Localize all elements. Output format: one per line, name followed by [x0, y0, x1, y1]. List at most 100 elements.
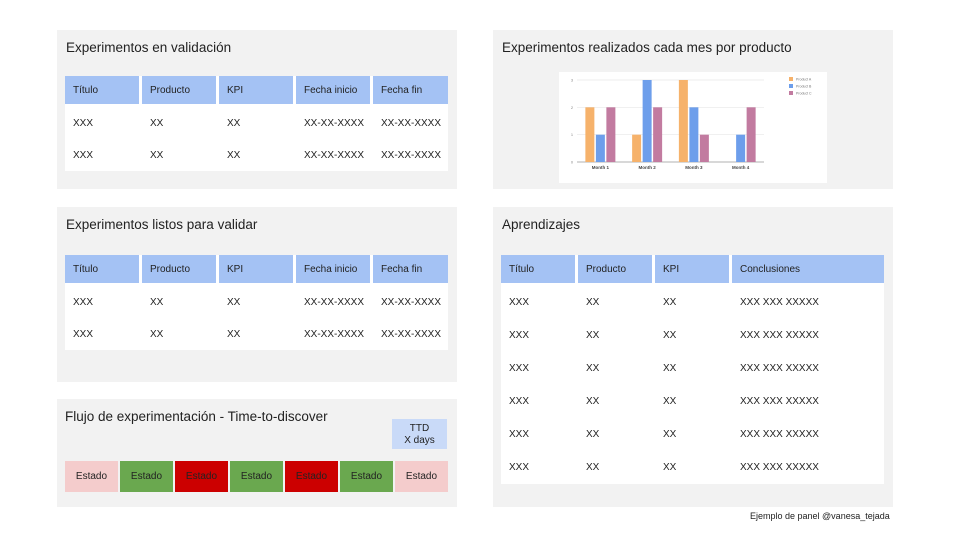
table-cell: XX — [586, 429, 600, 440]
flow-step-pending: Estado — [65, 461, 118, 492]
flow-panel: Flujo de experimentación - Time-to-disco… — [57, 399, 457, 507]
bar-product-c — [699, 134, 709, 162]
table-cell: XXX — [509, 462, 530, 473]
bar-product-b — [736, 134, 746, 162]
ttd-label: TTD — [409, 423, 430, 434]
table-cell: XX-XX-XXXX — [304, 149, 365, 161]
x-tick-label: Month 4 — [732, 165, 750, 170]
table-cell: XXX — [509, 363, 530, 374]
table-cell: XXX XXX XXXXX — [740, 363, 819, 374]
ttd-box: TTD X days — [392, 419, 447, 449]
bar-product-a — [678, 80, 688, 162]
column-header: Título — [501, 255, 578, 286]
table-header-row: Título Producto KPI Fecha inicio Fecha fin — [65, 255, 448, 286]
table-cell: XX-XX-XXXX — [381, 296, 442, 308]
footer-credit: Ejemplo de panel @vanesa_tejada — [750, 511, 890, 521]
ready-table: Título Producto KPI Fecha inicio Fecha fin XX… — [65, 255, 448, 350]
table-row: XXX XX XX XXX XXX XXXXX — [501, 352, 884, 385]
flow-step-ok: Estado — [230, 461, 283, 492]
y-tick-label: 3 — [571, 79, 573, 83]
table-cell: XX-XX-XXXX — [304, 328, 365, 340]
chart-panel: Experimentos realizados cada mes por pro… — [493, 30, 893, 189]
table-cell: XXX XXX XXXXX — [740, 429, 819, 440]
table-cell: XX-XX-XXXX — [381, 117, 442, 129]
flow-steps: Estado Estado Estado Estado Estado Estado Esta… — [65, 461, 448, 492]
table-row: XXX XX XX XXX XXX XXXXX — [501, 385, 884, 418]
ready-panel-title: Experimentos listos para validar — [66, 217, 258, 232]
table-cell: XXX — [73, 296, 94, 308]
flow-step-ok: Estado — [340, 461, 393, 492]
table-cell: XXX — [73, 149, 94, 161]
validation-panel: Experimentos en validación Título Product… — [57, 30, 457, 189]
column-header: KPI — [219, 76, 296, 107]
bar-chart: 0 1 2 3 Month 1 Month 2 Month 3 Month 4 Product … — [571, 77, 812, 170]
table-row: XXX XX XX XX-XX-XXXX XX-XX-XXXX — [65, 318, 448, 350]
table-cell: XX — [150, 328, 164, 340]
validation-panel-title: Experimentos en validación — [66, 40, 232, 55]
table-cell: XX — [663, 462, 677, 473]
table-row: XXX XX XX XXX XXX XXXXX — [501, 319, 884, 352]
table-cell: XXX — [73, 117, 94, 129]
table-cell: XX — [663, 330, 677, 341]
column-header: KPI — [655, 255, 732, 286]
column-header: Título — [65, 76, 142, 107]
bar-product-b — [642, 80, 652, 162]
flow-step-ko: Estado — [285, 461, 338, 492]
chart-panel-title: Experimentos realizados cada mes por pro… — [502, 40, 792, 55]
legend-label: Product C — [796, 92, 812, 96]
validation-table: Título Producto KPI Fecha inicio Fecha fin XX… — [65, 76, 448, 171]
table-cell: XX — [227, 296, 241, 308]
bar-product-a — [632, 134, 642, 162]
column-header: Fecha inicio — [296, 255, 373, 286]
legend-swatch — [789, 91, 793, 95]
column-header: KPI — [219, 255, 296, 286]
x-tick-label: Month 1 — [592, 165, 610, 170]
learnings-panel: Aprendizajes Título Producto KPI Conclusion… — [493, 207, 893, 507]
column-header: Conclusiones — [732, 255, 884, 286]
flow-step-ko: Estado — [175, 461, 228, 492]
table-cell: XX — [586, 330, 600, 341]
learnings-panel-title: Aprendizajes — [502, 217, 581, 232]
table-cell: XX — [586, 396, 600, 407]
bar-product-c — [746, 107, 756, 162]
table-header-row: Título Producto KPI Conclusiones — [501, 255, 884, 286]
table-cell: XX — [586, 462, 600, 473]
x-tick-label: Month 2 — [639, 165, 657, 170]
ttd-value: X days — [404, 435, 435, 446]
legend-label: Product A — [796, 78, 812, 82]
column-header: Producto — [142, 76, 219, 107]
legend-swatch — [789, 84, 793, 88]
table-cell: XX-XX-XXXX — [381, 328, 442, 340]
table-row: XXX XX XX XXX XXX XXXXX — [501, 286, 884, 319]
table-row: XXX XX XX XX-XX-XXXX XX-XX-XXXX — [65, 107, 448, 139]
column-header: Título — [65, 255, 142, 286]
y-tick-label: 0 — [571, 161, 573, 165]
table-cell: XX — [586, 297, 600, 308]
bar-product-b — [689, 107, 699, 162]
table-cell: XXX — [509, 396, 530, 407]
table-cell: XX — [586, 363, 600, 374]
table-cell: XXX XXX XXXXX — [740, 396, 819, 407]
x-tick-label: Month 3 — [685, 165, 703, 170]
flow-panel-title: Flujo de experimentación - Time-to-disco… — [65, 409, 328, 424]
table-cell: XX — [150, 296, 164, 308]
table-cell: XX — [227, 117, 241, 129]
table-cell: XX — [663, 363, 677, 374]
table-cell: XX-XX-XXXX — [304, 117, 365, 129]
table-header-row: Título Producto KPI Fecha inicio Fecha fin — [65, 76, 448, 107]
table-cell: XXX XXX XXXXX — [740, 297, 819, 308]
table-cell: XX — [227, 328, 241, 340]
table-cell: XXX — [509, 429, 530, 440]
bar-product-c — [653, 107, 663, 162]
table-cell: XX — [150, 117, 164, 129]
table-cell: XX-XX-XXXX — [381, 149, 442, 161]
learnings-table: Título Producto KPI Conclusiones XXX XX XX XXX … — [501, 255, 884, 484]
table-cell: XX — [663, 297, 677, 308]
table-cell: XXX — [509, 297, 530, 308]
table-cell: XX — [663, 429, 677, 440]
legend-label: Product B — [796, 85, 812, 89]
column-header: Producto — [142, 255, 219, 286]
table-cell: XXX — [509, 330, 530, 341]
table-row: XXX XX XX XX-XX-XXXX XX-XX-XXXX — [65, 286, 448, 318]
y-tick-label: 2 — [571, 106, 573, 110]
